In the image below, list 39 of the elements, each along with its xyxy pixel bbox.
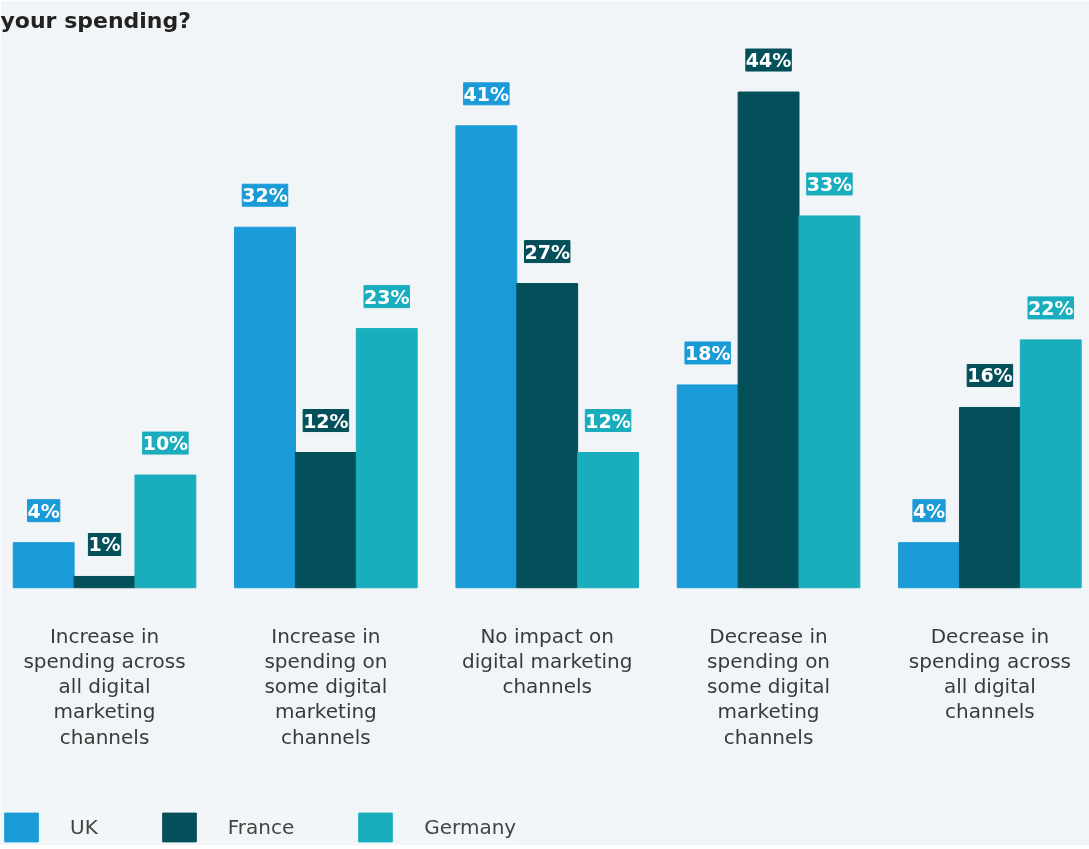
bar	[1019, 339, 1082, 589]
bar	[737, 91, 800, 589]
data-label: 33%	[806, 172, 853, 195]
bar	[516, 283, 579, 589]
data-label: 12%	[303, 409, 349, 432]
data-label: 4%	[912, 499, 946, 522]
data-label: 23%	[364, 285, 410, 308]
data-label: 41%	[463, 82, 510, 105]
bar	[676, 384, 739, 589]
bar	[294, 452, 357, 589]
x-tick-label: Decrease in spending on some digital marketing channels	[707, 623, 831, 749]
x-tick-label: Decrease in spending across all digital channels	[908, 623, 1071, 724]
x-tick-label: Increase in spending across all digital marketing channels	[23, 623, 186, 749]
data-label: 1%	[88, 533, 121, 556]
bar	[455, 125, 518, 589]
bar	[234, 226, 296, 589]
x-tick-label: No impact on digital marketing channels	[462, 623, 633, 699]
data-label: 32%	[242, 184, 288, 207]
data-label: 22%	[1028, 296, 1074, 319]
data-label: 27%	[524, 240, 570, 263]
bar	[798, 215, 861, 589]
data-label: 12%	[585, 409, 631, 432]
bar	[12, 542, 75, 589]
x-tick-label: Increase in spending on some digital marketing channels	[264, 623, 388, 749]
legend-label: France	[227, 815, 295, 839]
bar	[577, 452, 640, 589]
data-label: 4%	[27, 499, 60, 522]
data-label: 18%	[684, 341, 731, 364]
data-label: 44%	[745, 49, 792, 72]
bar	[355, 328, 418, 589]
data-label: 16%	[967, 364, 1013, 387]
legend-label: Germany	[424, 815, 517, 839]
legend-label: UK	[70, 815, 98, 839]
bar	[898, 542, 960, 589]
chart-title: your spending?	[0, 7, 192, 33]
bar	[958, 406, 1021, 589]
bar	[134, 474, 197, 589]
data-label: 10%	[142, 432, 189, 455]
bar	[73, 575, 136, 589]
